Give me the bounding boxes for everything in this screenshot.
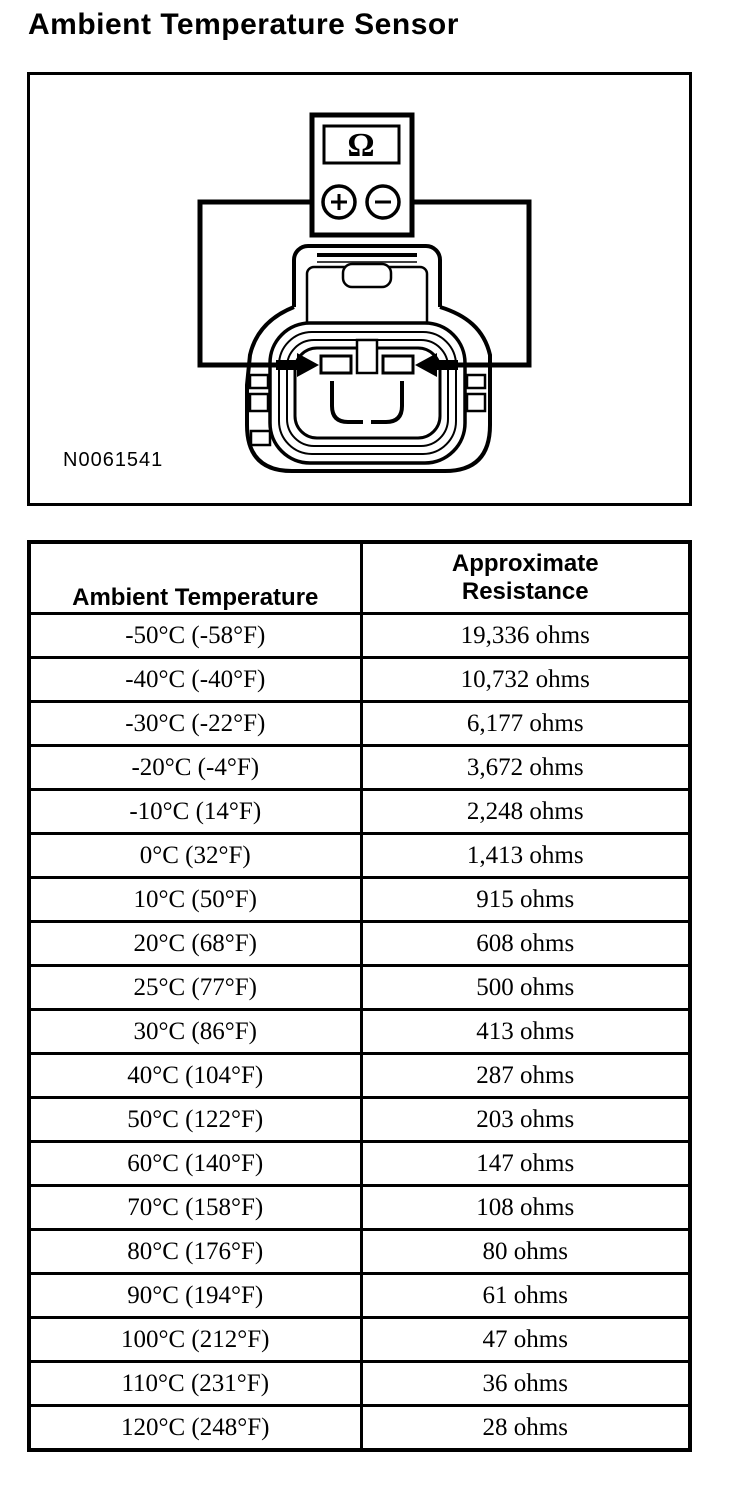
table-row: 0°C (32°F) 1,413 ohms <box>27 832 692 879</box>
temperature-cell: 40°C (104°F) <box>27 1052 363 1099</box>
negative-terminal <box>365 184 401 220</box>
resistance-cell: 608 ohms <box>359 920 692 967</box>
temperature-cell: -40°C (-40°F) <box>27 656 363 703</box>
connector-pin-right <box>381 354 415 375</box>
resistance-cell: 500 ohms <box>359 964 692 1011</box>
table-row: 110°C (231°F) 36 ohms <box>27 1360 692 1407</box>
probe-arrow-left <box>276 353 319 377</box>
temperature-cell: 120°C (248°F) <box>27 1404 363 1452</box>
connector-bracket-left <box>330 381 363 424</box>
resistance-cell: 47 ohms <box>359 1316 692 1363</box>
table-row: 20°C (68°F) 608 ohms <box>27 920 692 967</box>
positive-terminal <box>321 184 357 220</box>
connector-side-ears <box>248 373 487 447</box>
connector-latch-tab <box>341 262 393 289</box>
temperature-cell: 90°C (194°F) <box>27 1272 363 1319</box>
connector-center-divider <box>355 338 379 375</box>
table-header-row: Ambient Temperature Approximate Resistan… <box>27 540 692 615</box>
table-body: -50°C (-58°F) 19,336 ohms -40°C (-40°F) … <box>27 612 692 1452</box>
temperature-cell: 110°C (231°F) <box>27 1360 363 1407</box>
temperature-cell: 25°C (77°F) <box>27 964 363 1011</box>
resistance-cell: 61 ohms <box>359 1272 692 1319</box>
temperature-cell: -10°C (14°F) <box>27 788 363 835</box>
resistance-cell: 28 ohms <box>359 1404 692 1452</box>
resistance-cell: 413 ohms <box>359 1008 692 1055</box>
table-row: 10°C (50°F) 915 ohms <box>27 876 692 923</box>
table-row: 30°C (86°F) 413 ohms <box>27 1008 692 1055</box>
resistance-cell: 108 ohms <box>359 1184 692 1231</box>
table-row: 90°C (194°F) 61 ohms <box>27 1272 692 1319</box>
connector-body-outline <box>245 305 492 473</box>
resistance-cell: 1,413 ohms <box>359 832 692 879</box>
temperature-cell: 30°C (86°F) <box>27 1008 363 1055</box>
table-row: -20°C (-4°F) 3,672 ohms <box>27 744 692 791</box>
temperature-cell: 100°C (212°F) <box>27 1316 363 1363</box>
temperature-cell: 10°C (50°F) <box>27 876 363 923</box>
table-row: 100°C (212°F) 47 ohms <box>27 1316 692 1363</box>
table-row: 25°C (77°F) 500 ohms <box>27 964 692 1011</box>
table-row: 60°C (140°F) 147 ohms <box>27 1140 692 1187</box>
temperature-cell: -50°C (-58°F) <box>27 612 363 659</box>
resistance-cell: 287 ohms <box>359 1052 692 1099</box>
test-lead-wires <box>197 199 532 368</box>
figure-reference-label: N0061541 <box>63 449 164 471</box>
ohm-symbol: Ω <box>347 127 374 164</box>
table-row: 70°C (158°F) 108 ohms <box>27 1184 692 1231</box>
resistance-cell: 36 ohms <box>359 1360 692 1407</box>
ohmmeter-display <box>322 124 401 165</box>
connector-pin-left <box>319 354 353 375</box>
connector-bracket-right <box>371 381 404 424</box>
temperature-cell: 50°C (122°F) <box>27 1096 363 1143</box>
resistance-cell: 10,732 ohms <box>359 656 692 703</box>
temperature-cell: -30°C (-22°F) <box>27 700 363 747</box>
table-row: -50°C (-58°F) 19,336 ohms <box>27 612 692 659</box>
temperature-resistance-table: Ambient Temperature Approximate Resistan… <box>27 540 692 1452</box>
resistance-cell: 80 ohms <box>359 1228 692 1275</box>
connector-bottom-notch <box>249 429 272 447</box>
table-row: -30°C (-22°F) 6,177 ohms <box>27 700 692 747</box>
resistance-cell: 2,248 ohms <box>359 788 692 835</box>
sensor-diagram: Ω <box>197 112 532 473</box>
connector-drawing <box>245 244 492 473</box>
plus-icon <box>331 194 347 210</box>
temperature-cell: 0°C (32°F) <box>27 832 363 879</box>
resistance-cell: 203 ohms <box>359 1096 692 1143</box>
approximate-resistance-header: Approximate Resistance <box>359 540 692 615</box>
resistance-cell: 19,336 ohms <box>359 612 692 659</box>
resistance-cell: 6,177 ohms <box>359 700 692 747</box>
page-title: Ambient Temperature Sensor <box>28 8 459 41</box>
temperature-cell: 70°C (158°F) <box>27 1184 363 1231</box>
temperature-cell: 60°C (140°F) <box>27 1140 363 1187</box>
temperature-cell: 20°C (68°F) <box>27 920 363 967</box>
table-row: 120°C (248°F) 28 ohms <box>27 1404 692 1452</box>
resistance-cell: 3,672 ohms <box>359 744 692 791</box>
table-row: 80°C (176°F) 80 ohms <box>27 1228 692 1275</box>
table-row: -40°C (-40°F) 10,732 ohms <box>27 656 692 703</box>
ambient-temperature-header: Ambient Temperature <box>27 540 363 615</box>
table-row: 50°C (122°F) 203 ohms <box>27 1096 692 1143</box>
sensor-diagram-figure: Ω N0061541 <box>27 72 692 506</box>
table-row: -10°C (14°F) 2,248 ohms <box>27 788 692 835</box>
resistance-cell: 915 ohms <box>359 876 692 923</box>
ohmmeter: Ω <box>309 112 415 238</box>
resistance-cell: 147 ohms <box>359 1140 692 1187</box>
temperature-cell: 80°C (176°F) <box>27 1228 363 1275</box>
table-row: 40°C (104°F) 287 ohms <box>27 1052 692 1099</box>
probe-arrow-right <box>415 353 458 377</box>
temperature-cell: -20°C (-4°F) <box>27 744 363 791</box>
